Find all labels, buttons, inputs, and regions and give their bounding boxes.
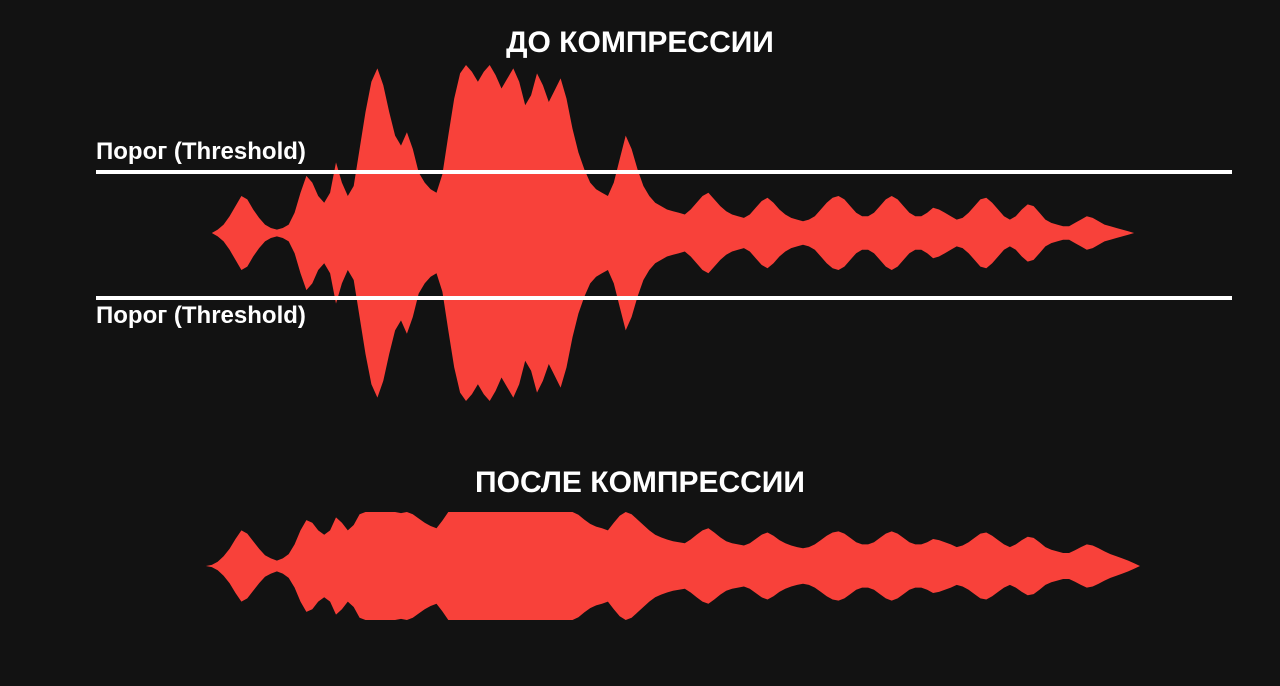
- diagram-canvas: ДО КОМПРЕССИИ Порог (Threshold) Порог (T…: [0, 0, 1280, 686]
- waveform-path: [200, 512, 1140, 620]
- waveform-after-svg: [0, 0, 1280, 686]
